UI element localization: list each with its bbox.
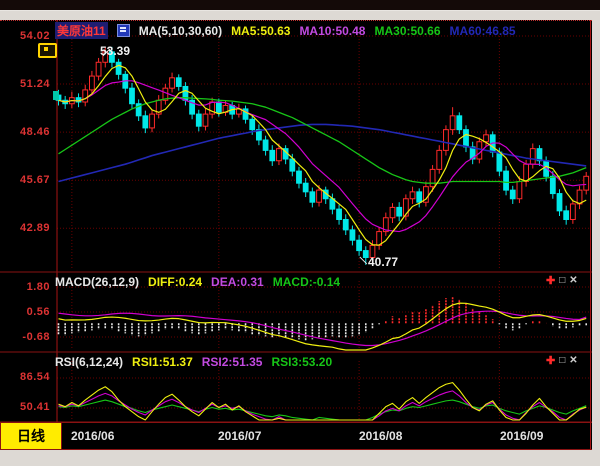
macd-header: MACD(26,12,9) DIFF:0.24 DEA:0.31 MACD:-0… bbox=[55, 275, 340, 289]
rsi-header: RSI(6,12,24) RSI1:51.37 RSI2:51.35 RSI3:… bbox=[55, 355, 332, 369]
close-panel-icon[interactable]: ✕ bbox=[569, 275, 578, 286]
price-tick: 51.24 bbox=[19, 78, 50, 90]
macd-formula-label: MACD(26,12,9) bbox=[55, 275, 140, 289]
add-indicator-icon[interactable]: ✚ bbox=[546, 275, 556, 287]
date-label: 2016/07 bbox=[218, 429, 262, 443]
scale-marker-icon bbox=[53, 91, 59, 100]
close-panel-icon[interactable]: ✕ bbox=[569, 355, 578, 366]
high-annotation: 53.39 bbox=[100, 44, 131, 58]
macd-value: MACD:-0.14 bbox=[272, 275, 341, 289]
date-label: 2016/06 bbox=[71, 429, 115, 443]
diff-value: DIFF:0.24 bbox=[148, 275, 203, 289]
rsi-tick: 86.54 bbox=[19, 371, 50, 383]
chart-header: 美原油11 MA(5,10,30,60) MA5:50.63 MA10:50.4… bbox=[55, 22, 516, 39]
page-top-strip bbox=[0, 0, 600, 11]
maximize-panel-icon[interactable]: □ bbox=[559, 275, 566, 286]
macd-tick: 1.80 bbox=[26, 281, 50, 293]
price-tick: 42.89 bbox=[19, 222, 50, 234]
ma60-value: MA60:46.85 bbox=[449, 23, 516, 38]
formula-icon[interactable] bbox=[116, 24, 130, 37]
rsi3-value: RSI3:53.20 bbox=[271, 355, 333, 369]
add-indicator-icon[interactable]: ✚ bbox=[546, 355, 556, 367]
date-label: 2016/09 bbox=[500, 429, 544, 443]
ma10-value: MA10:50.48 bbox=[299, 23, 366, 38]
dea-value: DEA:0.31 bbox=[211, 275, 264, 289]
maximize-panel-icon[interactable]: □ bbox=[559, 355, 566, 366]
date-axis-bar bbox=[0, 422, 592, 450]
chart-plot-area[interactable] bbox=[0, 20, 592, 450]
ma5-value: MA5:50.63 bbox=[231, 23, 291, 38]
price-tick: 45.67 bbox=[19, 174, 50, 186]
rsi-formula-label: RSI(6,12,24) bbox=[55, 355, 124, 369]
marker-tool-icon[interactable] bbox=[38, 43, 57, 58]
price-tick: 48.46 bbox=[19, 126, 50, 138]
symbol-title[interactable]: 美原油11 bbox=[55, 22, 108, 39]
date-label: 2016/08 bbox=[359, 429, 403, 443]
rsi2-value: RSI2:51.35 bbox=[201, 355, 263, 369]
macd-tick: -0.68 bbox=[22, 331, 50, 343]
rsi-panel-controls: ✚ □ ✕ bbox=[546, 354, 578, 367]
rsi-tick: 50.41 bbox=[19, 401, 50, 413]
rsi1-value: RSI1:51.37 bbox=[132, 355, 193, 369]
macd-panel-controls: ✚ □ ✕ bbox=[546, 274, 578, 287]
ma-formula-label: MA(5,10,30,60) bbox=[138, 23, 223, 38]
ma30-value: MA30:50.66 bbox=[374, 23, 441, 38]
macd-tick: 0.56 bbox=[26, 306, 50, 318]
price-tick: 54.02 bbox=[19, 30, 50, 42]
low-annotation: 40.77 bbox=[368, 255, 399, 269]
period-tab-daily[interactable]: 日线 bbox=[0, 422, 62, 450]
